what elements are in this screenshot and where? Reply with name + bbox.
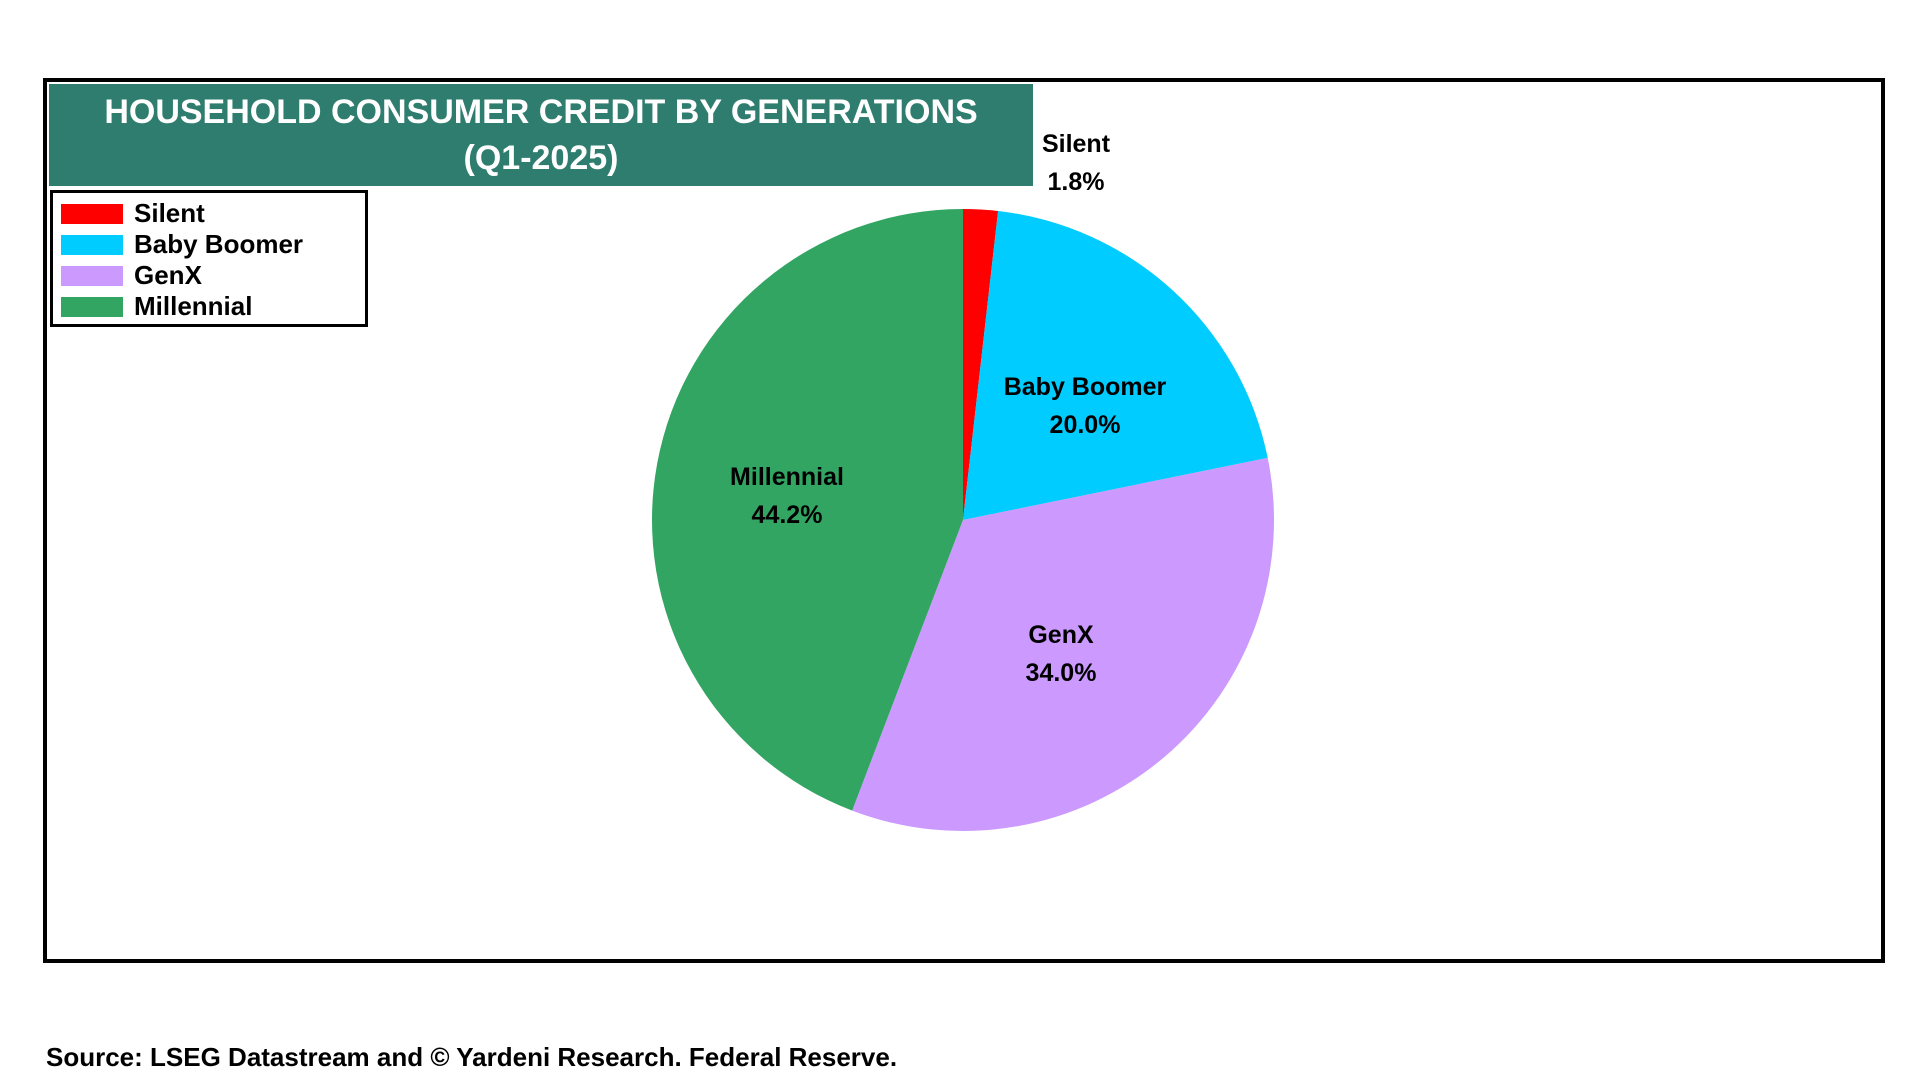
chart-title-line-1: HOUSEHOLD CONSUMER CREDIT BY GENERATIONS: [104, 93, 978, 131]
legend-item-silent: Silent: [61, 198, 365, 229]
pie-slice-millennial: [651, 209, 963, 811]
legend-label-millennial: Millennial: [134, 291, 253, 321]
legend-swatch-silent: [61, 203, 123, 224]
source-note: Source: LSEG Datastream and © Yardeni Re…: [46, 1042, 898, 1072]
slice-label-millennial-name: Millennial: [730, 463, 844, 491]
slice-label-genx-value: 34.0%: [1026, 659, 1097, 687]
legend-label-silent: Silent: [134, 198, 205, 228]
chart-title: HOUSEHOLD CONSUMER CREDIT BY GENERATIONS…: [49, 84, 1033, 186]
pie-slices: [651, 209, 1274, 832]
pie-slice-silent: [963, 209, 999, 520]
legend-item-baby-boomer: Baby Boomer: [61, 229, 365, 260]
legend-swatch-millennial: [61, 296, 123, 317]
slice-label-baby-boomer-name: Baby Boomer: [1004, 373, 1167, 401]
slice-label-silent-value: 1.8%: [1048, 168, 1105, 196]
pie-slice-genx: [852, 457, 1274, 832]
legend-item-millennial: Millennial: [61, 291, 365, 322]
slice-label-millennial-value: 44.2%: [752, 501, 823, 529]
legend-label-baby-boomer: Baby Boomer: [134, 229, 304, 259]
legend-swatch-genx: [61, 265, 123, 286]
pie-labels: Silent 1.8% Baby Boomer 20.0% GenX 34.0%…: [730, 130, 1166, 687]
legend-item-genx: GenX: [61, 260, 365, 291]
slice-label-genx-name: GenX: [1028, 621, 1094, 649]
legend-label-genx: GenX: [134, 260, 202, 290]
chart-title-line-2: (Q1-2025): [463, 139, 619, 177]
legend-swatch-baby-boomer: [61, 234, 123, 255]
slice-label-silent-name: Silent: [1042, 130, 1111, 158]
legend: Silent Baby Boomer GenX Millennial: [50, 190, 368, 327]
pie-slice-baby-boomer: [963, 210, 1268, 521]
slice-label-baby-boomer-value: 20.0%: [1050, 411, 1121, 439]
